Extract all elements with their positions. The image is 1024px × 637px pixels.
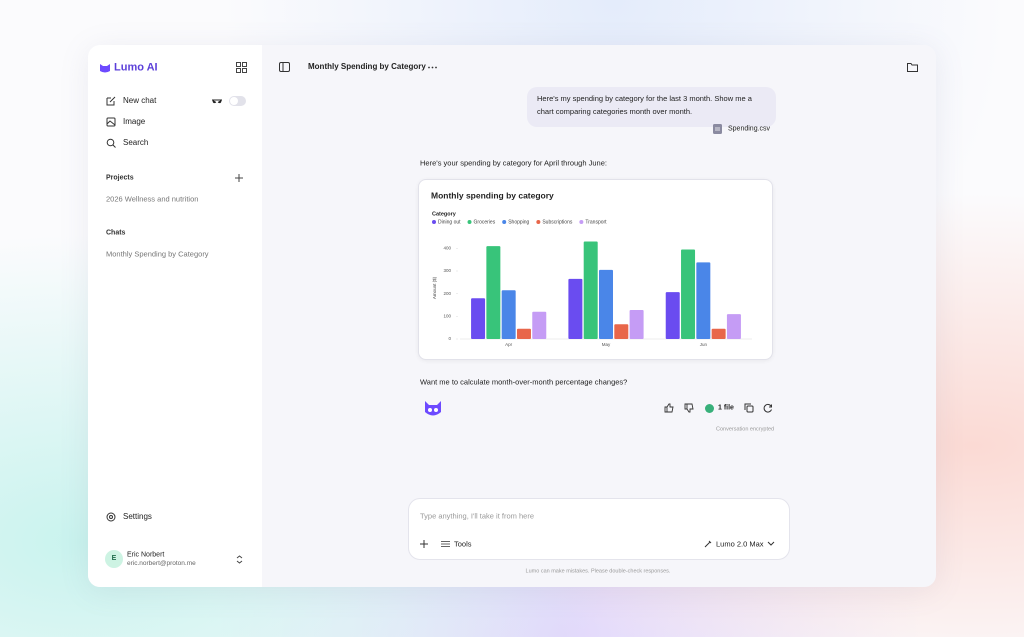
bar <box>696 262 711 339</box>
app-window <box>88 45 936 587</box>
chat-title: Monthly Spending by Category <box>308 62 426 71</box>
y-tick-label: 0 <box>448 336 451 341</box>
model-chevron[interactable] <box>767 541 775 547</box>
incognito-icon[interactable] <box>211 97 223 105</box>
legend-swatch <box>536 220 541 224</box>
legend-swatch <box>467 220 472 224</box>
composer-placeholder[interactable]: Type anything, I'll take it from here <box>420 511 534 521</box>
legend-label: Groceries <box>474 219 496 225</box>
model-icon <box>704 540 712 548</box>
bar <box>486 246 501 339</box>
files-button[interactable] <box>907 62 918 72</box>
new-chat-icon <box>106 96 116 106</box>
attach-button[interactable] <box>420 540 428 548</box>
bar <box>532 311 547 339</box>
y-tick-label: 100 <box>443 314 451 319</box>
y-tick-label: 200 <box>443 291 451 296</box>
sidebar <box>88 45 262 587</box>
settings[interactable]: Settings <box>123 512 152 521</box>
bar <box>726 314 741 339</box>
legend-label: Transport <box>585 219 607 225</box>
file-dot <box>705 404 714 413</box>
apps-button[interactable] <box>236 62 247 73</box>
x-tick-label: Jun <box>700 342 708 347</box>
tools-button[interactable]: Tools <box>454 539 472 549</box>
user-name: Eric Norbert <box>127 551 165 559</box>
assistant-message: Want me to calculate month-over-month pe… <box>420 377 628 387</box>
bar <box>629 309 644 339</box>
toggle[interactable] <box>229 96 246 106</box>
search-icon <box>106 138 116 148</box>
legend-label: Subscriptions <box>542 219 573 225</box>
bar <box>665 292 680 339</box>
nav-item[interactable]: Image <box>123 117 146 126</box>
x-tick-label: Apr <box>505 342 513 347</box>
nav-item[interactable]: Search <box>123 138 149 147</box>
assistant-message: Here's your spending by category for Apr… <box>420 158 607 168</box>
bar <box>583 241 598 339</box>
toggle-knob <box>230 97 238 105</box>
bar <box>711 328 726 339</box>
composer[interactable] <box>408 498 790 560</box>
add-project[interactable] <box>235 174 243 182</box>
section-heading: Chats <box>106 229 126 237</box>
bar <box>471 298 486 339</box>
project-item[interactable]: 2026 Wellness and nutrition <box>106 194 199 204</box>
chart-card: Monthly spending by category Category Am… <box>418 179 773 360</box>
legend-label: Shopping <box>508 219 529 225</box>
user-avatar: E <box>105 550 123 568</box>
bar <box>516 328 531 339</box>
bar <box>599 269 613 339</box>
image-icon <box>106 117 116 127</box>
regenerate[interactable] <box>763 403 773 413</box>
x-tick-label: May <box>602 342 611 347</box>
settings-icon <box>106 512 116 522</box>
legend-label: Dining out <box>438 219 461 225</box>
files-count[interactable]: 1 file <box>718 404 734 412</box>
sidebar-toggle[interactable] <box>279 62 290 72</box>
bar <box>501 290 516 339</box>
thumbs-up[interactable] <box>664 403 674 413</box>
brand: Lumo AI <box>114 61 158 74</box>
copy[interactable] <box>744 403 754 413</box>
bar <box>568 278 583 339</box>
thumbs-down[interactable] <box>684 403 694 413</box>
disclaimer: Lumo can make mistakes. Please double-ch… <box>525 568 671 575</box>
brand-logo <box>100 64 110 73</box>
chat-item[interactable]: Monthly Spending by Category <box>106 249 209 259</box>
chart-title: Monthly spending by category <box>431 190 554 200</box>
assistant-avatar <box>425 401 441 416</box>
legend-swatch <box>502 220 507 224</box>
legend-swatch <box>432 220 436 224</box>
file-icon <box>713 124 722 134</box>
chat-menu[interactable] <box>428 66 437 69</box>
chart: Monthly spending by category Category Am… <box>431 190 752 347</box>
nav-item[interactable]: New chat <box>123 96 157 105</box>
y-axis-label: Amount ($) <box>432 276 437 299</box>
bar <box>681 249 696 339</box>
user-message: Here's my spending by category for the l… <box>527 87 776 127</box>
user-menu[interactable] <box>236 555 243 564</box>
section-heading: Projects <box>106 174 134 182</box>
tools-icon <box>441 541 450 547</box>
attachment[interactable]: Spending.csv <box>728 125 771 133</box>
user-email: eric.norbert@proton.me <box>127 559 196 567</box>
bar <box>614 324 629 339</box>
model-selector[interactable]: Lumo 2.0 Max <box>716 539 764 549</box>
y-tick-label: 300 <box>443 268 451 273</box>
y-tick-label: 400 <box>443 246 451 251</box>
legend-swatch <box>579 220 584 224</box>
encryption-note: Conversation encrypted <box>716 426 775 433</box>
legend-title: Category <box>432 211 457 217</box>
